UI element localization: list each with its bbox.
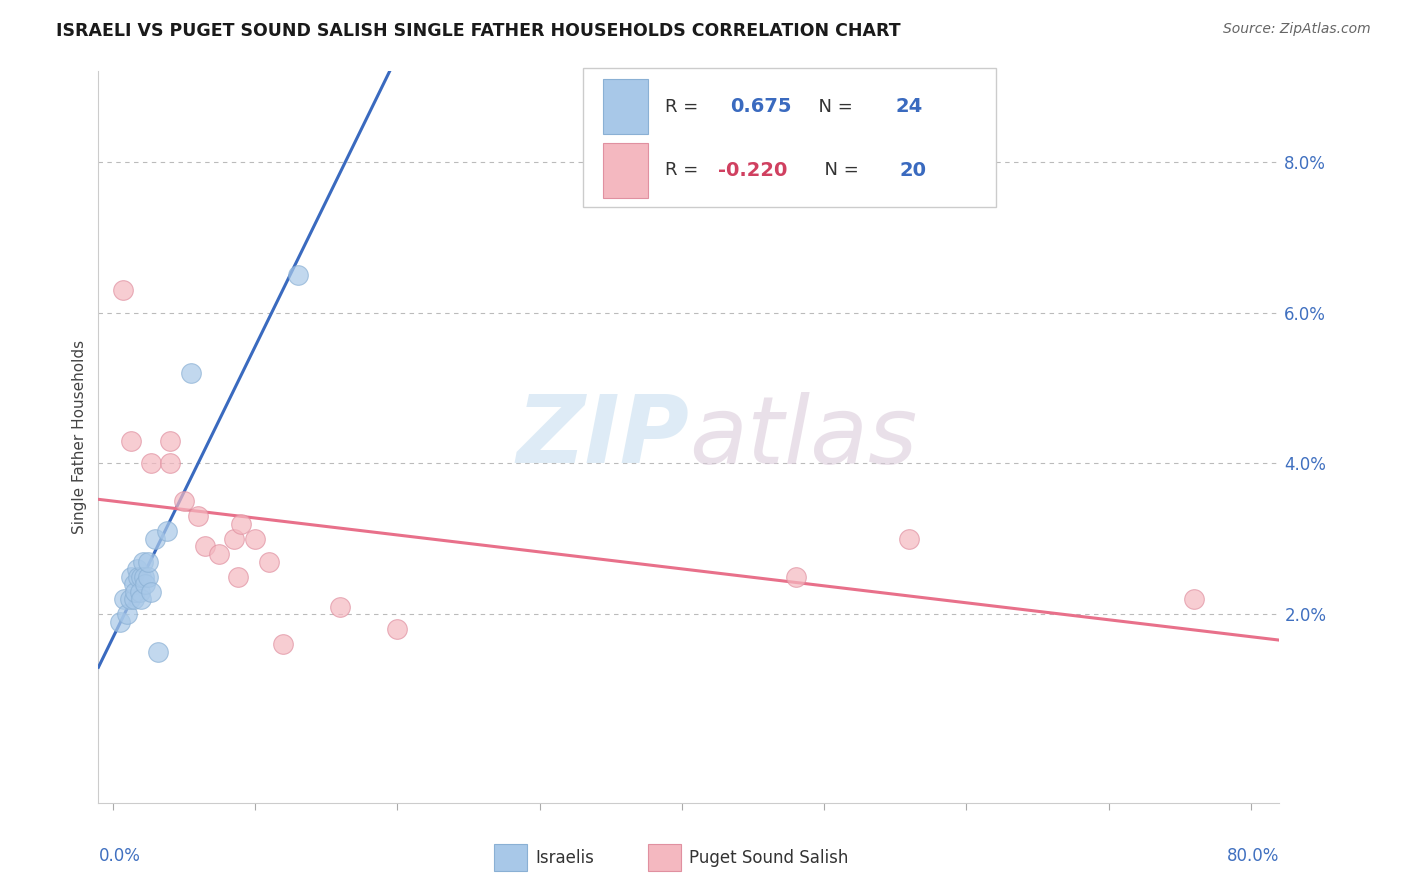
Point: [785, 569, 807, 583]
Text: 24: 24: [896, 97, 922, 117]
Point: [120, 569, 142, 583]
Point: [112, 592, 135, 607]
Point: [122, 577, 145, 591]
Point: [180, 366, 202, 380]
Text: 0.0%: 0.0%: [98, 847, 141, 864]
Point: [136, 569, 159, 583]
Point: [187, 509, 209, 524]
Point: [136, 554, 159, 568]
Point: [257, 554, 280, 568]
Point: [131, 554, 153, 568]
Text: 80.0%: 80.0%: [1227, 847, 1279, 864]
Point: [120, 434, 142, 448]
Text: Source: ZipAtlas.com: Source: ZipAtlas.com: [1223, 22, 1371, 37]
Text: Israelis: Israelis: [536, 848, 595, 867]
FancyBboxPatch shape: [603, 143, 648, 197]
Point: [134, 577, 156, 591]
Point: [115, 607, 138, 622]
Text: R =: R =: [665, 98, 710, 116]
Text: R =: R =: [665, 161, 704, 179]
Point: [129, 569, 152, 583]
Point: [329, 599, 352, 614]
Point: [156, 524, 179, 539]
Point: [159, 457, 181, 471]
Text: N =: N =: [813, 161, 865, 179]
Point: [148, 645, 170, 659]
FancyBboxPatch shape: [582, 68, 995, 207]
Point: [208, 547, 231, 561]
FancyBboxPatch shape: [494, 845, 527, 871]
Text: N =: N =: [807, 98, 859, 116]
Point: [118, 592, 141, 607]
Point: [127, 569, 149, 583]
Point: [222, 532, 245, 546]
Text: 0.675: 0.675: [730, 97, 792, 117]
Point: [1182, 592, 1205, 607]
FancyBboxPatch shape: [603, 79, 648, 135]
Text: ISRAELI VS PUGET SOUND SALISH SINGLE FATHER HOUSEHOLDS CORRELATION CHART: ISRAELI VS PUGET SOUND SALISH SINGLE FAT…: [56, 22, 901, 40]
Point: [139, 457, 162, 471]
Text: atlas: atlas: [689, 392, 917, 483]
Point: [129, 592, 152, 607]
Point: [229, 516, 252, 531]
Point: [287, 268, 309, 282]
Point: [132, 569, 155, 583]
Point: [124, 584, 146, 599]
Point: [159, 434, 181, 448]
Point: [387, 623, 409, 637]
Text: -0.220: -0.220: [718, 161, 787, 179]
Point: [173, 494, 195, 508]
Text: 20: 20: [900, 161, 927, 179]
FancyBboxPatch shape: [648, 845, 681, 871]
Text: ZIP: ZIP: [516, 391, 689, 483]
Point: [243, 532, 266, 546]
Point: [273, 637, 295, 651]
Point: [128, 584, 150, 599]
Point: [125, 562, 148, 576]
Text: Puget Sound Salish: Puget Sound Salish: [689, 848, 848, 867]
Point: [122, 592, 145, 607]
Point: [143, 532, 166, 546]
Point: [139, 584, 162, 599]
Point: [111, 283, 134, 297]
Point: [108, 615, 131, 629]
Point: [226, 569, 249, 583]
Point: [194, 540, 217, 554]
Y-axis label: Single Father Households: Single Father Households: [72, 340, 87, 534]
Point: [898, 532, 921, 546]
